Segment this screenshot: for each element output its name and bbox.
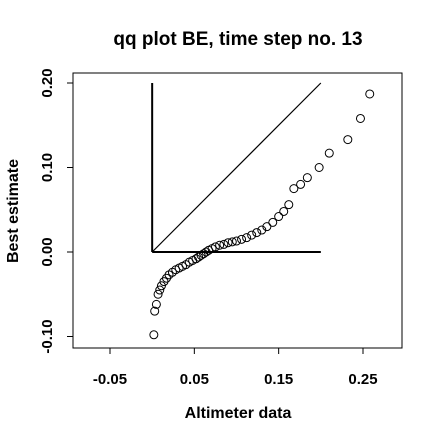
data-point xyxy=(232,236,241,246)
data-point xyxy=(257,225,267,235)
data-point xyxy=(324,148,334,158)
y-tick-label: 0.20 xyxy=(39,68,56,97)
data-point xyxy=(219,239,229,249)
reference-lines xyxy=(151,82,322,253)
data-point xyxy=(149,330,159,340)
x-tick-label: 0.25 xyxy=(348,371,377,388)
data-point xyxy=(153,289,163,299)
data-point xyxy=(284,200,294,210)
data-point xyxy=(242,233,252,243)
data-point xyxy=(296,179,306,189)
data-point xyxy=(194,252,204,262)
data-point xyxy=(274,212,284,222)
data-point xyxy=(343,135,353,145)
x-tick-label: 0.05 xyxy=(180,371,209,388)
data-point xyxy=(355,113,365,123)
data-point xyxy=(151,299,161,309)
data-point xyxy=(262,222,272,232)
plot-frame xyxy=(72,72,403,349)
y-tick-label: 0.10 xyxy=(39,153,56,182)
data-point xyxy=(302,173,312,183)
data-point xyxy=(268,217,278,227)
data-point xyxy=(155,285,165,295)
data-point xyxy=(215,240,225,250)
x-tick-label: -0.05 xyxy=(93,371,127,388)
y-tick-label: 0.00 xyxy=(39,237,56,266)
y-axis-label: Best estimate xyxy=(5,159,22,263)
x-axis: -0.05 0.05 0.15 0.25 xyxy=(93,348,378,388)
data-point xyxy=(237,234,247,244)
data-point xyxy=(196,250,206,260)
data-point xyxy=(365,89,375,99)
data-point xyxy=(210,242,220,252)
data-point xyxy=(314,163,324,172)
data-point xyxy=(227,237,237,247)
data-point xyxy=(252,228,262,238)
y-axis: -0.10 0.00 0.10 0.20 xyxy=(39,68,73,354)
data-point xyxy=(223,238,233,248)
data-point xyxy=(247,230,257,240)
x-axis-label: Altimeter data xyxy=(185,405,292,422)
data-point xyxy=(191,254,201,264)
reference-line-3 xyxy=(151,82,322,253)
data-point xyxy=(279,206,289,216)
data-point xyxy=(150,306,160,316)
y-tick-label: -0.10 xyxy=(39,319,56,353)
data-point xyxy=(289,184,299,194)
data-point xyxy=(199,249,209,259)
x-tick-label: 0.15 xyxy=(264,371,293,388)
data-points xyxy=(149,89,375,340)
chart-title: qq plot BE, time step no. 13 xyxy=(113,29,362,50)
